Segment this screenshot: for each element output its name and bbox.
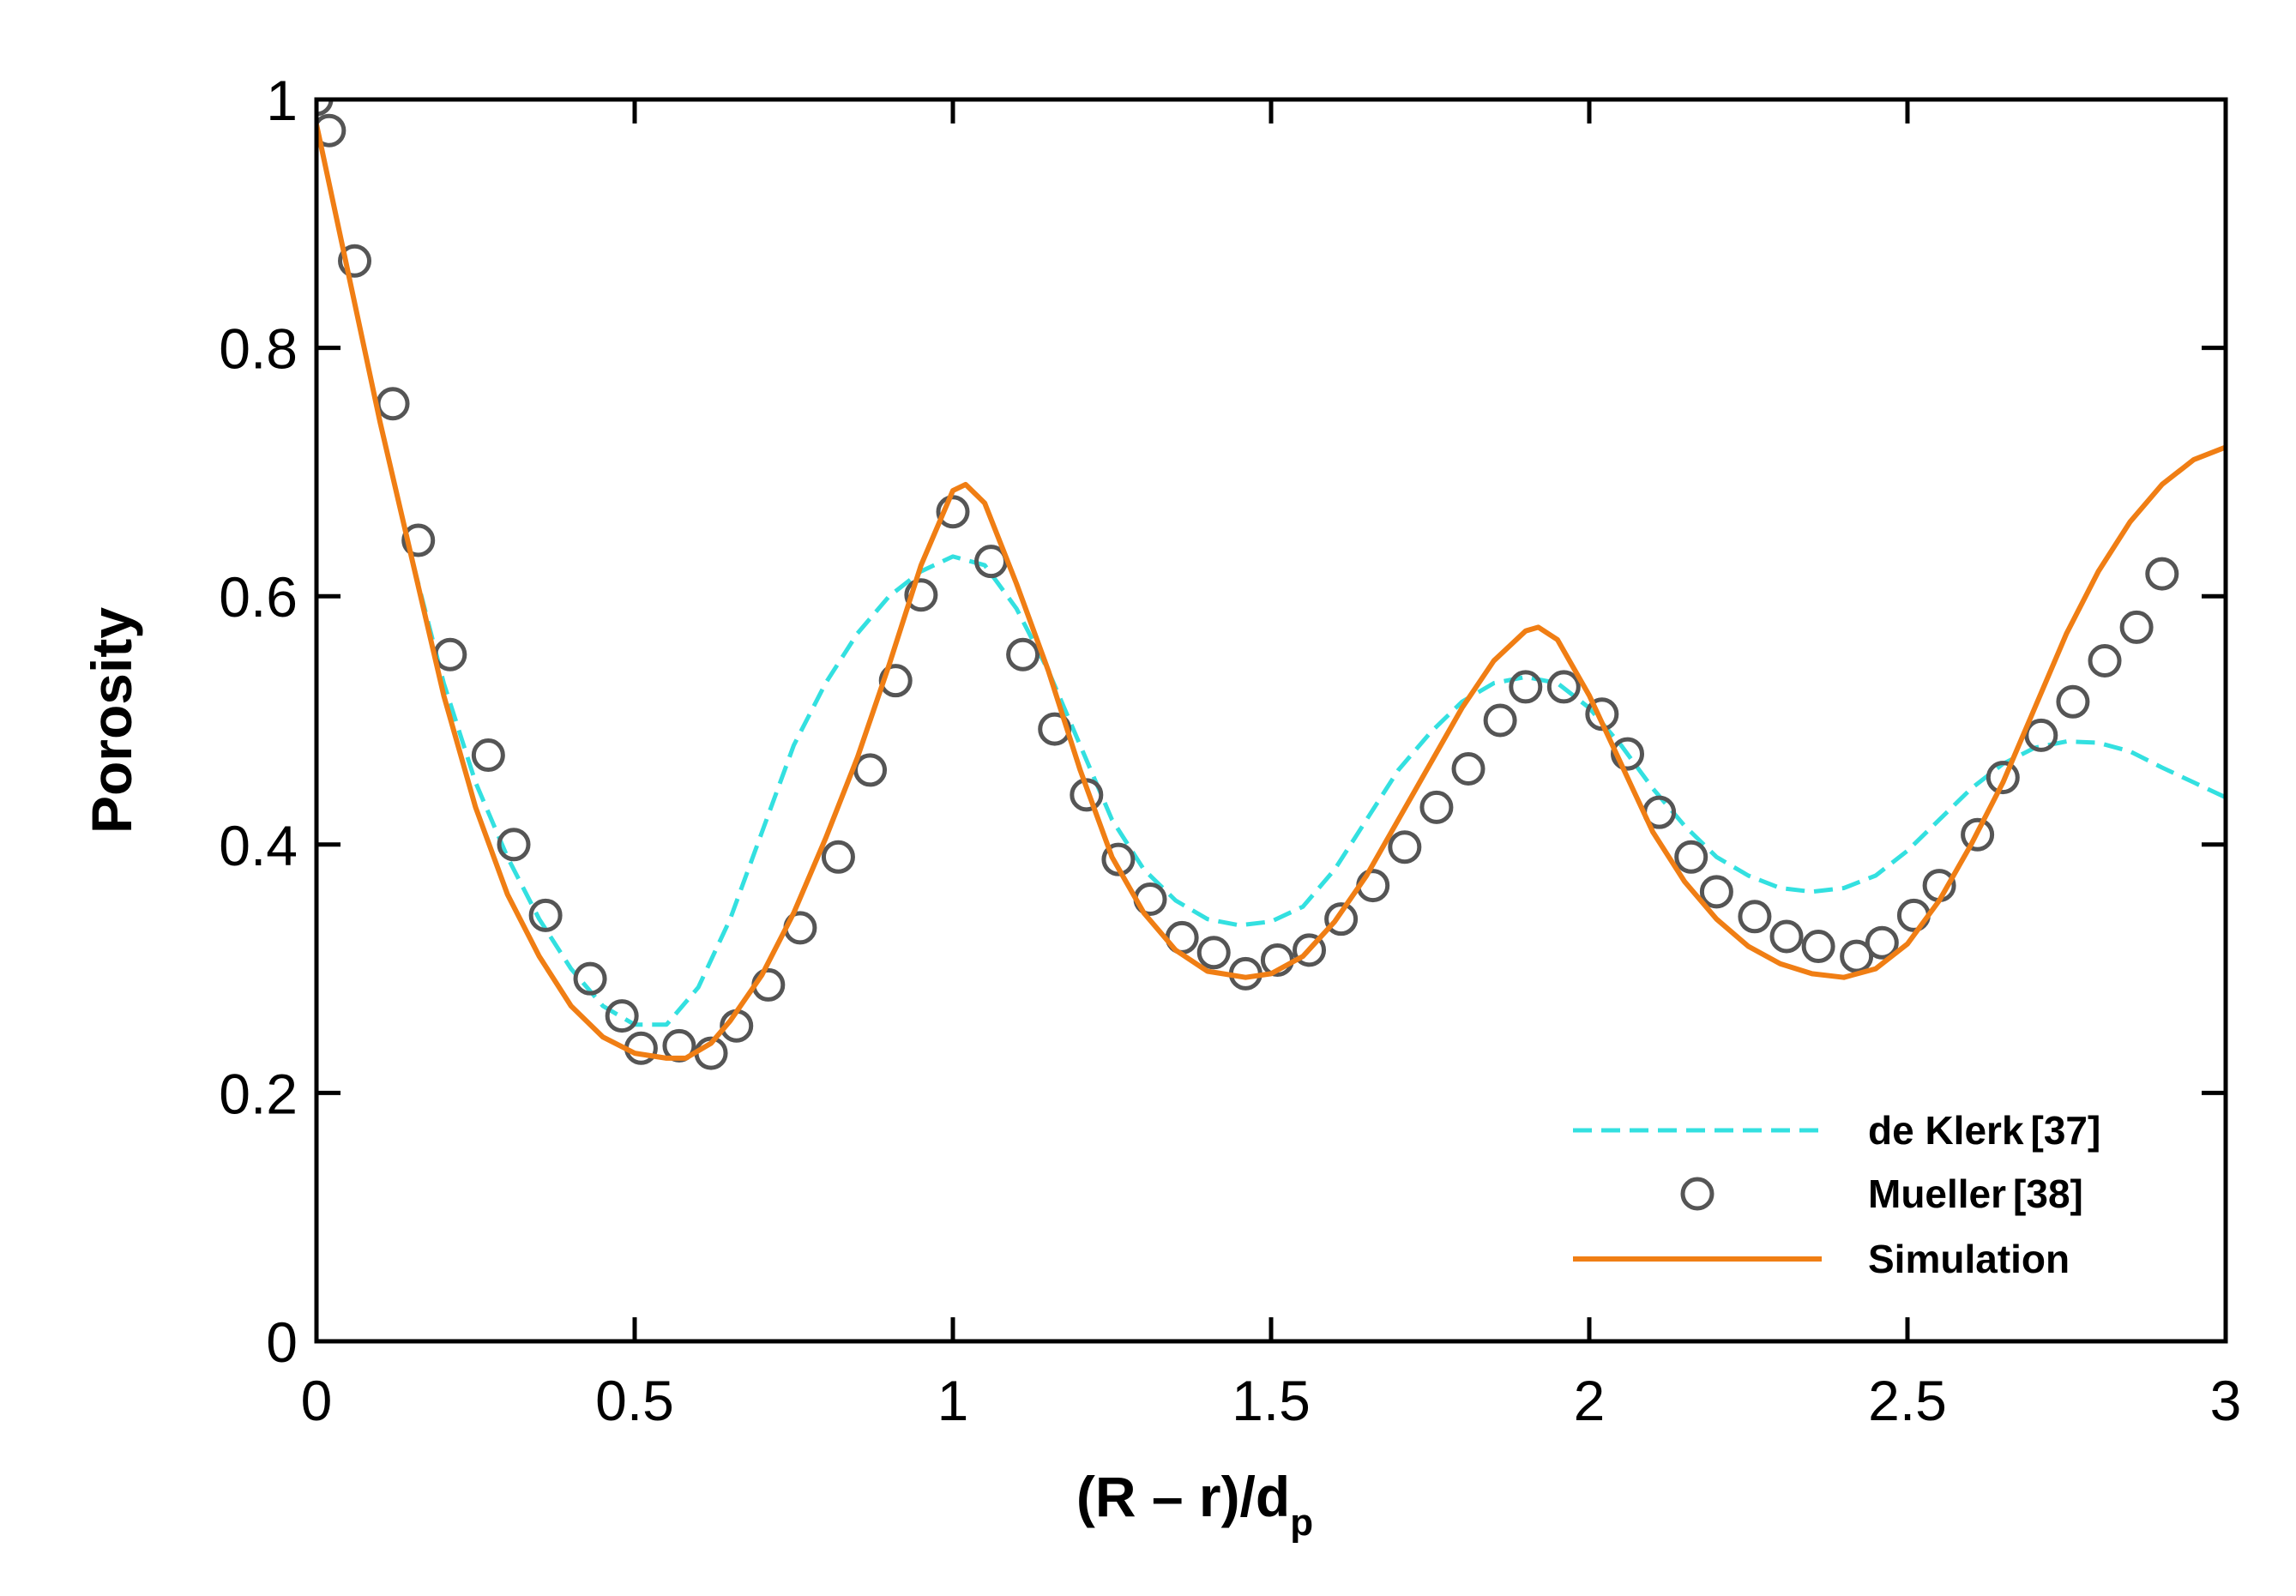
data-point xyxy=(1388,830,1422,864)
x-tick-label: 0.5 xyxy=(595,1369,674,1432)
data-point xyxy=(605,999,639,1033)
data-point xyxy=(1419,790,1454,824)
legend-entry: Simulation xyxy=(1573,1237,2070,1281)
data-point xyxy=(471,738,505,773)
legend: de Klerk [37] Mueller [38] Simulation xyxy=(1573,1108,2100,1281)
data-point xyxy=(2056,684,2090,719)
data-point xyxy=(1324,902,1359,937)
y-tick-label: 0.6 xyxy=(219,565,298,629)
data-point xyxy=(1483,703,1517,738)
y-axis-title: Porosity xyxy=(80,607,143,834)
data-point xyxy=(1769,919,1804,954)
data-point xyxy=(2119,610,2154,644)
x-axis-title-subscript: p xyxy=(1290,1502,1313,1544)
data-point xyxy=(1196,936,1231,970)
data-point xyxy=(1674,840,1708,874)
axes-layer: 0 0.5 1 1.5 2 2.5 3 0 0.2 0.4 0.6 0.8 1 xyxy=(219,69,2241,1432)
data-point xyxy=(1865,925,1899,960)
data-point xyxy=(2088,643,2122,678)
data-point xyxy=(1801,930,1835,964)
legend-label-ref: [37] xyxy=(2031,1108,2101,1153)
legend-entry: de Klerk [37] xyxy=(1573,1108,2100,1153)
legend-label-name: Simulation xyxy=(1868,1237,2070,1281)
data-point xyxy=(1699,875,1733,909)
x-tick-label: 3 xyxy=(2210,1369,2242,1432)
legend-entry: Mueller [38] xyxy=(1680,1171,2083,1216)
data-point xyxy=(316,113,347,148)
y-tick-label: 0.8 xyxy=(219,317,298,381)
y-tick-label: 1 xyxy=(266,69,298,132)
data-point xyxy=(853,753,888,787)
legend-label: de Klerk [37] xyxy=(1868,1108,2100,1153)
data-point xyxy=(2145,557,2179,591)
legend-label: Simulation xyxy=(1868,1237,2070,1281)
x-axis-title: (R – r)/dp xyxy=(1076,1465,1313,1544)
series-layer xyxy=(316,99,2226,1070)
x-tick-label: 2.5 xyxy=(1868,1369,1947,1432)
data-point xyxy=(904,578,938,612)
x-axis-title-main: (R – r)/d xyxy=(1076,1465,1290,1528)
data-point xyxy=(821,840,855,874)
data-point xyxy=(1293,933,1327,967)
legend-marker xyxy=(1680,1177,1714,1211)
x-tick-label: 0 xyxy=(301,1369,333,1432)
data-point xyxy=(1451,751,1485,786)
y-tick-label: 0 xyxy=(266,1310,298,1374)
y-tick-label: 0.4 xyxy=(219,814,298,877)
x-tick-label: 1 xyxy=(937,1369,969,1432)
data-point xyxy=(2024,718,2058,752)
data-point xyxy=(528,898,563,932)
series-line-simulation xyxy=(316,123,2226,1061)
data-point xyxy=(338,244,372,278)
data-point xyxy=(401,523,436,557)
legend-label-name: de Klerk xyxy=(1868,1108,2024,1153)
data-point xyxy=(1006,637,1040,672)
data-point xyxy=(1840,939,1874,973)
data-point xyxy=(573,961,607,996)
y-tick-label: 0.2 xyxy=(219,1062,298,1125)
data-point xyxy=(1738,900,1772,934)
x-tick-label: 2 xyxy=(1574,1369,1606,1432)
legend-label-ref: [38] xyxy=(2013,1171,2083,1216)
legend-label-name: Mueller xyxy=(1868,1171,2006,1216)
data-point xyxy=(1546,670,1581,704)
data-point xyxy=(1961,817,1995,852)
legend-label: Mueller [38] xyxy=(1868,1171,2083,1216)
data-point xyxy=(1101,842,1136,876)
data-point xyxy=(497,828,531,862)
data-point xyxy=(1509,670,1543,704)
data-point xyxy=(1611,737,1645,771)
data-point xyxy=(1986,761,2020,795)
x-tick-label: 1.5 xyxy=(1232,1369,1311,1432)
